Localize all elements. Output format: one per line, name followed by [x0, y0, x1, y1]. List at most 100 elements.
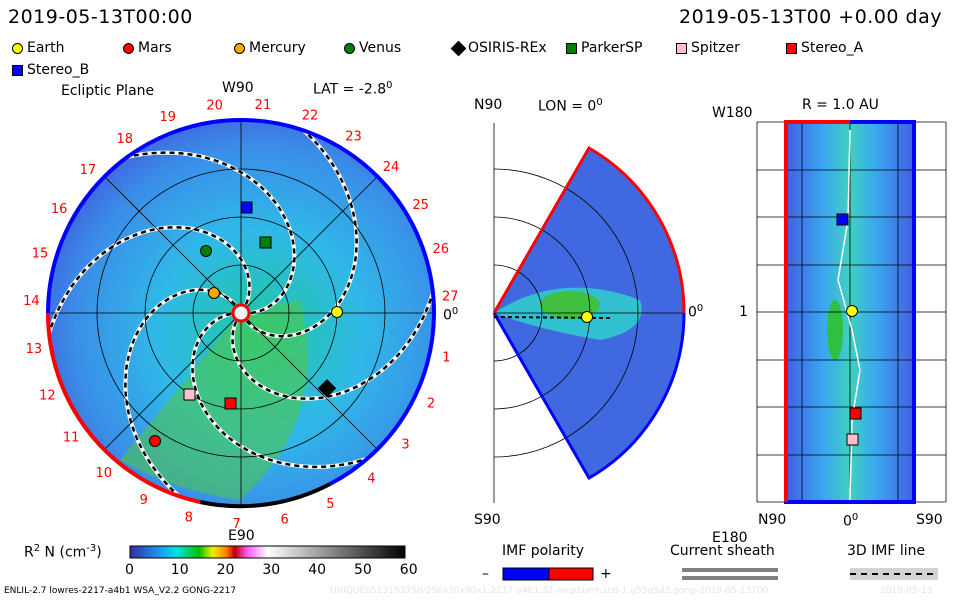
radial-panel: [756, 120, 947, 504]
day-label: 5: [326, 497, 334, 512]
cb-end: ): [96, 544, 102, 561]
parkersp-marker: [259, 236, 272, 249]
meridional-0: 0: [688, 304, 697, 321]
day-label: 25: [412, 198, 429, 213]
day-label: 2: [427, 396, 435, 411]
imf-field-line: [191, 312, 368, 469]
legend-label: Venus: [359, 40, 402, 56]
cb-exp: -3: [86, 543, 97, 554]
legend-label: Stereo_A: [801, 40, 864, 56]
colorbar-tick: 50: [354, 562, 372, 578]
imf-line-title: 3D IMF line: [847, 543, 926, 559]
radial-0deg: 00: [843, 512, 858, 530]
deg: 0: [596, 97, 603, 108]
radial-0: 0: [843, 513, 852, 530]
current-sheath-line-1: [682, 568, 778, 572]
stereo-b-marker-radial: [836, 213, 849, 226]
day-label: 7: [232, 517, 240, 532]
imf-negative-swatch: [502, 567, 550, 581]
day-label: 11: [63, 430, 80, 445]
legend-label: Stereo_B: [27, 62, 90, 78]
mercury-marker: [208, 287, 220, 299]
circle-marker-icon: [344, 42, 355, 54]
spitzer-marker: [183, 388, 196, 401]
current-sheath-line-2: [682, 576, 778, 580]
day-label: 12: [39, 388, 56, 403]
day-label: 3: [401, 437, 409, 452]
stereo-b-marker: [240, 201, 253, 214]
imf-field-line: [47, 226, 251, 334]
mars-marker: [149, 435, 161, 447]
imf-field-line: [245, 129, 358, 338]
footer-run-id: UNIQUE0513193750/256x30x90x1.2217-a4b1.3…: [330, 586, 769, 596]
ecliptic-0deg: 00: [443, 306, 458, 324]
day-label: 24: [383, 160, 400, 175]
legend-item-venus: Venus: [344, 40, 401, 56]
colorbar-tick: 40: [308, 562, 327, 578]
lat-deg: 0: [386, 80, 393, 91]
colorbar-tick: 10: [170, 562, 189, 578]
square-marker-icon: [676, 42, 687, 54]
meridional-s90: S90: [474, 512, 501, 528]
day-label: 20: [206, 99, 223, 114]
lat-value: LAT = -2.8: [313, 81, 387, 98]
day-label: 8: [185, 510, 193, 525]
legend-item-osiris-rex: OSIRIS-REx: [450, 40, 547, 56]
legend-label: OSIRIS-REx: [468, 40, 547, 56]
earth-marker: [331, 306, 343, 318]
square-marker-icon: [786, 42, 797, 54]
cb-sup: 2: [33, 543, 41, 554]
meridional-0deg: 00: [688, 303, 703, 321]
legend-label: Mercury: [249, 40, 306, 56]
circle-marker-icon: [123, 42, 134, 54]
imf-plus: +: [600, 566, 612, 582]
ecliptic-w90: W90: [222, 80, 254, 96]
meridional-panel: [492, 123, 686, 503]
day-label: 19: [160, 110, 177, 125]
colorbar-tick: 60: [399, 562, 418, 578]
earth-marker-meridional: [581, 311, 593, 323]
legend-item-earth: Earth: [12, 40, 65, 56]
day-label: 14: [23, 294, 40, 309]
ecliptic-lat: LAT = -2.80: [313, 80, 393, 98]
footer-model: ENLIL-2.7 lowres-2217-a4b1 WSA_V2.2 GONG…: [4, 586, 237, 596]
circle-marker-icon: [234, 42, 245, 54]
current-sheath-title: Current sheath: [670, 543, 775, 559]
deg: 0: [851, 512, 859, 523]
imf-field-line: [127, 151, 296, 315]
lon-value: LON = 0: [538, 98, 597, 115]
radial-s90: S90: [916, 512, 943, 528]
radial-title: R = 1.0 AU: [802, 97, 879, 113]
stereo-a-marker: [224, 397, 237, 410]
legend-item-mars: Mars: [123, 40, 172, 56]
legend-item-spitzer: Spitzer: [676, 40, 740, 56]
colorbar-label: R2 N (cm-3): [24, 543, 102, 561]
legend-item-stereo_b: Stereo_B: [12, 62, 89, 78]
legend-label: Mars: [138, 40, 172, 56]
legend-item-mercury: Mercury: [234, 40, 306, 56]
day-label: 22: [302, 109, 319, 124]
header-datetime-right: 2019-05-13T00 +0.00 day: [679, 6, 942, 28]
colorbar-tick: 30: [262, 562, 281, 578]
ecliptic-e90: E90: [228, 528, 255, 544]
imf-positive-swatch: [548, 567, 594, 581]
day-label: 10: [96, 466, 113, 481]
day-label: 26: [432, 242, 449, 257]
radial-e180: E180: [712, 530, 748, 546]
day-label: 17: [80, 163, 97, 178]
deg: 0: [696, 303, 704, 314]
radial-w180: W180: [712, 105, 753, 121]
legend-item-parkersp: ParkerSP: [566, 40, 642, 56]
colorbar-tick: 20: [216, 562, 235, 578]
cb-r: R: [24, 544, 34, 561]
imf-field-line: [231, 292, 435, 400]
ecliptic-title: Ecliptic Plane: [61, 83, 155, 99]
day-label: 16: [51, 202, 68, 217]
meridional-lon: LON = 00: [538, 97, 603, 115]
density-colorbar: [129, 545, 406, 559]
cb-n: N (cm: [40, 544, 87, 561]
square-marker-icon: [12, 64, 23, 76]
radial-n90: N90: [758, 512, 787, 528]
